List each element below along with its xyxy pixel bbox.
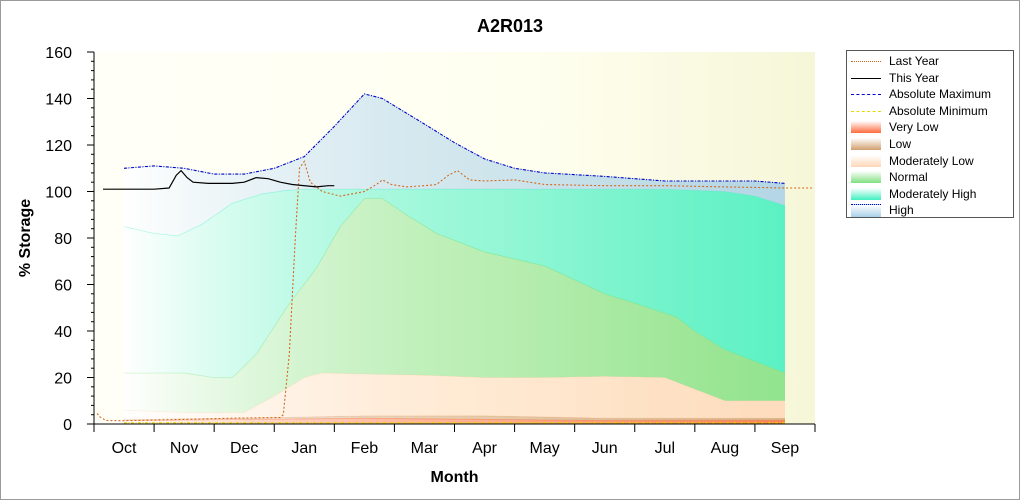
y-tick-label: 60 <box>54 278 72 295</box>
y-tick-label: 20 <box>54 371 72 388</box>
legend-swatch <box>851 187 881 200</box>
bands-layer <box>123 93 786 424</box>
legend-item-low: Low <box>847 136 1013 152</box>
legend-item-last-year: Last Year <box>847 53 1013 69</box>
x-tick-label: Sep <box>771 440 800 457</box>
legend-item-moderately-high: Moderately High <box>847 186 1013 202</box>
lines-layer <box>96 93 812 424</box>
series-line-this-year <box>103 169 335 190</box>
band-moderately-low <box>124 372 785 420</box>
legend-item-moderately-low: Moderately Low <box>847 153 1013 169</box>
x-tick-label: May <box>530 440 560 457</box>
x-tick-label: Aug <box>711 440 739 457</box>
legend-swatch <box>851 110 881 112</box>
x-tick-label: Apr <box>472 440 498 457</box>
series-line-last-year <box>96 160 812 422</box>
legend-label: Absolute Maximum <box>889 87 992 102</box>
legend-swatch <box>851 94 881 96</box>
x-tick-label: Oct <box>112 440 137 457</box>
band-high <box>124 93 785 236</box>
x-tick-label: Jan <box>291 440 317 457</box>
legend-item-absolute-minimum: Absolute Minimum <box>847 103 1013 119</box>
y-tick-label: 0 <box>63 417 72 434</box>
x-tick-label: Nov <box>170 440 198 457</box>
band-very-low <box>124 418 785 424</box>
legend-swatch <box>851 77 881 79</box>
chart-title: A2R013 <box>477 16 543 36</box>
legend-label: Absolute Minimum <box>889 103 988 118</box>
legend-label: Last Year <box>889 54 940 68</box>
legend-item-absolute-maximum: Absolute Maximum <box>847 86 1013 102</box>
band-moderately-high <box>124 189 785 378</box>
legend-item-very-low: Very Low <box>847 119 1013 135</box>
legend-swatch <box>851 154 881 167</box>
y-tick-label: 40 <box>54 324 72 341</box>
legend-swatch <box>851 121 881 134</box>
y-tick-label: 160 <box>45 45 72 62</box>
legend-item-high: High <box>847 202 1013 218</box>
x-tick-label: Mar <box>411 440 439 457</box>
legend-label: Moderately High <box>889 186 977 201</box>
legend-swatch <box>851 138 881 150</box>
legend: Last Year This Year Absolute Maximum Absolu… <box>846 50 1014 218</box>
legend-swatch <box>851 171 881 184</box>
axes-layer: 0 20 40 60 80 100 120 140 160 Oct Nov Dec Jan Feb Mar A… <box>45 45 816 457</box>
x-tick-label: Jul <box>655 440 675 457</box>
x-axis-title: Month <box>431 469 479 486</box>
legend-item-this-year: This Year <box>847 70 1013 86</box>
y-tick-label: 120 <box>45 138 72 155</box>
legend-label: Very Low <box>889 120 939 135</box>
legend-swatch <box>851 61 881 62</box>
legend-label: Normal <box>889 170 928 185</box>
x-tick-label: Jun <box>592 440 618 457</box>
series-line-absolute-maximum <box>123 93 786 184</box>
y-tick-label: 80 <box>54 231 72 248</box>
legend-label: High <box>889 203 914 218</box>
band-low <box>124 415 785 421</box>
legend-item-normal: Normal <box>847 169 1013 185</box>
legend-swatch <box>851 204 881 218</box>
legend-label: Moderately Low <box>889 153 974 168</box>
y-tick-label: 100 <box>45 185 72 202</box>
legend-label: Low <box>889 137 912 151</box>
y-tick-label: 140 <box>45 92 72 109</box>
x-tick-label: Dec <box>230 440 258 457</box>
y-axis-title: % Storage <box>17 199 34 277</box>
band-normal <box>124 198 785 413</box>
x-tick-label: Feb <box>351 440 379 457</box>
legend-label: This Year <box>889 70 940 85</box>
